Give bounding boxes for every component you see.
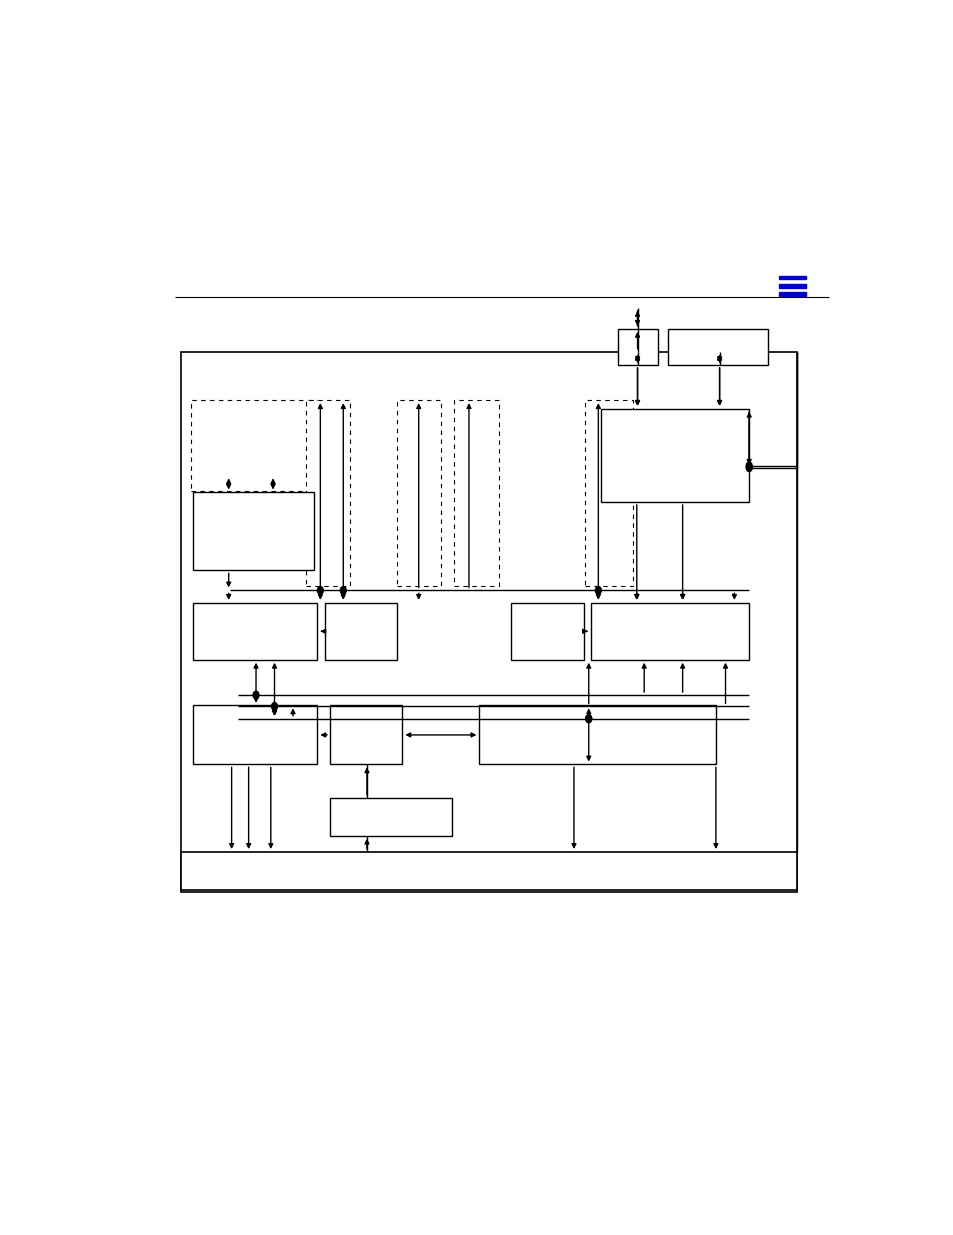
Circle shape [317,587,323,594]
Bar [511,603,583,659]
Bar [330,705,402,764]
Bar [396,400,440,585]
Bar [590,603,748,659]
Bar [779,284,805,288]
Bar [180,852,797,890]
Bar [779,291,805,295]
Circle shape [595,587,600,594]
Circle shape [253,692,258,699]
Circle shape [585,715,591,722]
Circle shape [340,587,346,594]
Bar [617,329,658,366]
Bar [478,705,715,764]
Bar [584,400,633,585]
Bar [193,705,317,764]
Circle shape [272,703,277,710]
Bar [305,400,350,585]
Circle shape [745,462,751,469]
Bar [191,400,316,490]
Bar [193,493,314,571]
Circle shape [585,715,591,722]
Bar [324,603,396,659]
Bar [330,798,452,836]
Bar [779,275,805,279]
Bar [180,352,797,892]
Bar [667,329,767,366]
Circle shape [745,464,751,472]
Bar [454,400,498,585]
Bar [193,603,317,659]
Bar [600,409,748,501]
